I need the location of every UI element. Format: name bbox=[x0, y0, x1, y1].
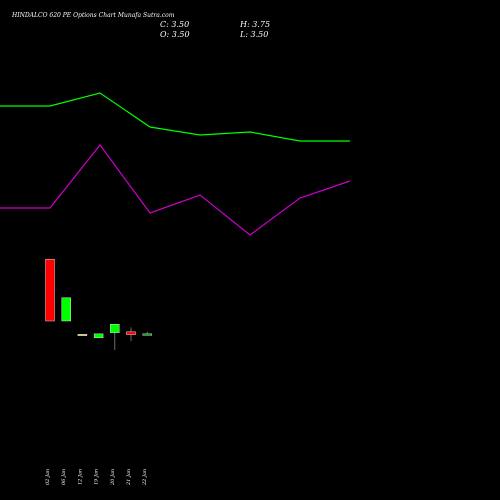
x-tick-label: 22 Jan bbox=[142, 469, 148, 486]
candle-body bbox=[110, 324, 120, 333]
chart-title: HINDALCO 620 PE Options Chart Munafa Sut… bbox=[11, 12, 175, 19]
open-label: O: 3.50 bbox=[160, 30, 190, 39]
candle-body bbox=[142, 333, 152, 336]
candles bbox=[45, 259, 152, 350]
indicator-line-1 bbox=[0, 92, 350, 142]
candle-body bbox=[45, 259, 55, 322]
x-tick-label: 21 Jan bbox=[126, 469, 132, 486]
candle-body bbox=[93, 333, 104, 339]
x-tick-label: 19 Jan bbox=[94, 469, 100, 485]
high-label: H: 3.75 bbox=[239, 20, 270, 29]
x-tick-label: 20 Jan bbox=[110, 469, 116, 486]
indicator-line-2 bbox=[0, 144, 351, 236]
close-label: C: 3.50 bbox=[160, 20, 189, 29]
candle-body bbox=[61, 297, 71, 322]
x-tick-label: 02 Jan bbox=[45, 469, 51, 485]
candle-body bbox=[126, 331, 136, 335]
candle-body bbox=[77, 334, 88, 336]
indicator-lines bbox=[0, 92, 351, 236]
x-axis-ticks: 02 Jan 06 Jan 12 Jan 19 Jan 20 Jan 21 Jan 22 J… bbox=[45, 469, 148, 486]
low-label: L: 3.50 bbox=[239, 30, 268, 39]
x-tick-label: 12 Jan bbox=[77, 469, 83, 485]
x-tick-label: 06 Jan bbox=[61, 469, 67, 485]
